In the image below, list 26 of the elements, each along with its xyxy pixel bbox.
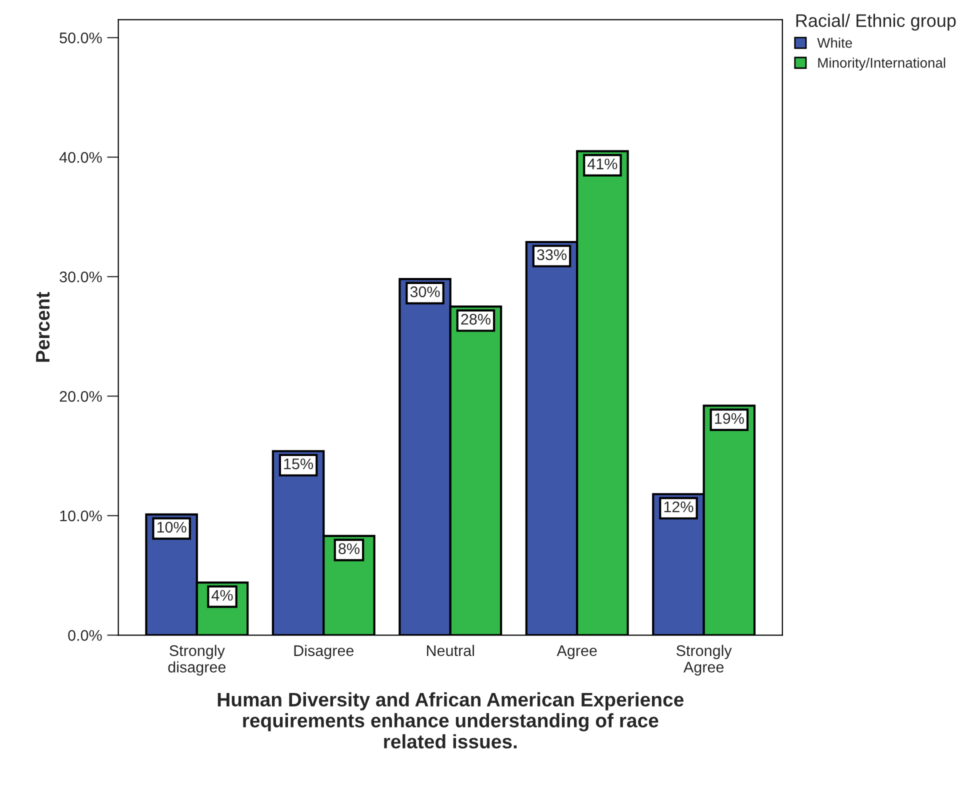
y-tick-label: 0.0% — [68, 630, 102, 641]
data-label: 19% — [715, 413, 744, 424]
x-tick-label: Strongly disagree — [168, 644, 226, 676]
y-axis-title: Percent — [36, 292, 50, 362]
legend-label: Minority/International — [818, 58, 946, 71]
data-label: 41% — [588, 158, 618, 170]
data-label: 10% — [157, 522, 186, 533]
legend-title: Racial/ Ethnic group — [796, 14, 956, 31]
y-tick-label: 20.0% — [60, 391, 102, 402]
data-label: 4% — [212, 590, 233, 601]
data-label: 15% — [284, 458, 314, 470]
y-tick-label: 40.0% — [59, 152, 102, 163]
y-tick-label: 10.0% — [60, 510, 102, 522]
x-axis-title: Human Diversity and African American Experience requirements enhance understanding of race related issues. — [218, 692, 684, 748]
x-tick-label: Neutral — [427, 644, 474, 656]
data-label: 28% — [461, 314, 490, 325]
x-tick-label: Agree — [556, 645, 597, 660]
data-label: 33% — [537, 249, 566, 260]
y-tick-label: 50.0% — [60, 32, 102, 44]
x-tick-label: Strongly Agree — [676, 644, 732, 676]
legend-label: White — [817, 38, 852, 48]
x-tick-label: Disagree — [294, 644, 354, 660]
data-label: 8% — [338, 543, 360, 554]
y-tick-label: 30.0% — [60, 272, 102, 282]
data-label: 12% — [664, 501, 694, 512]
data-label: 30% — [410, 286, 440, 298]
